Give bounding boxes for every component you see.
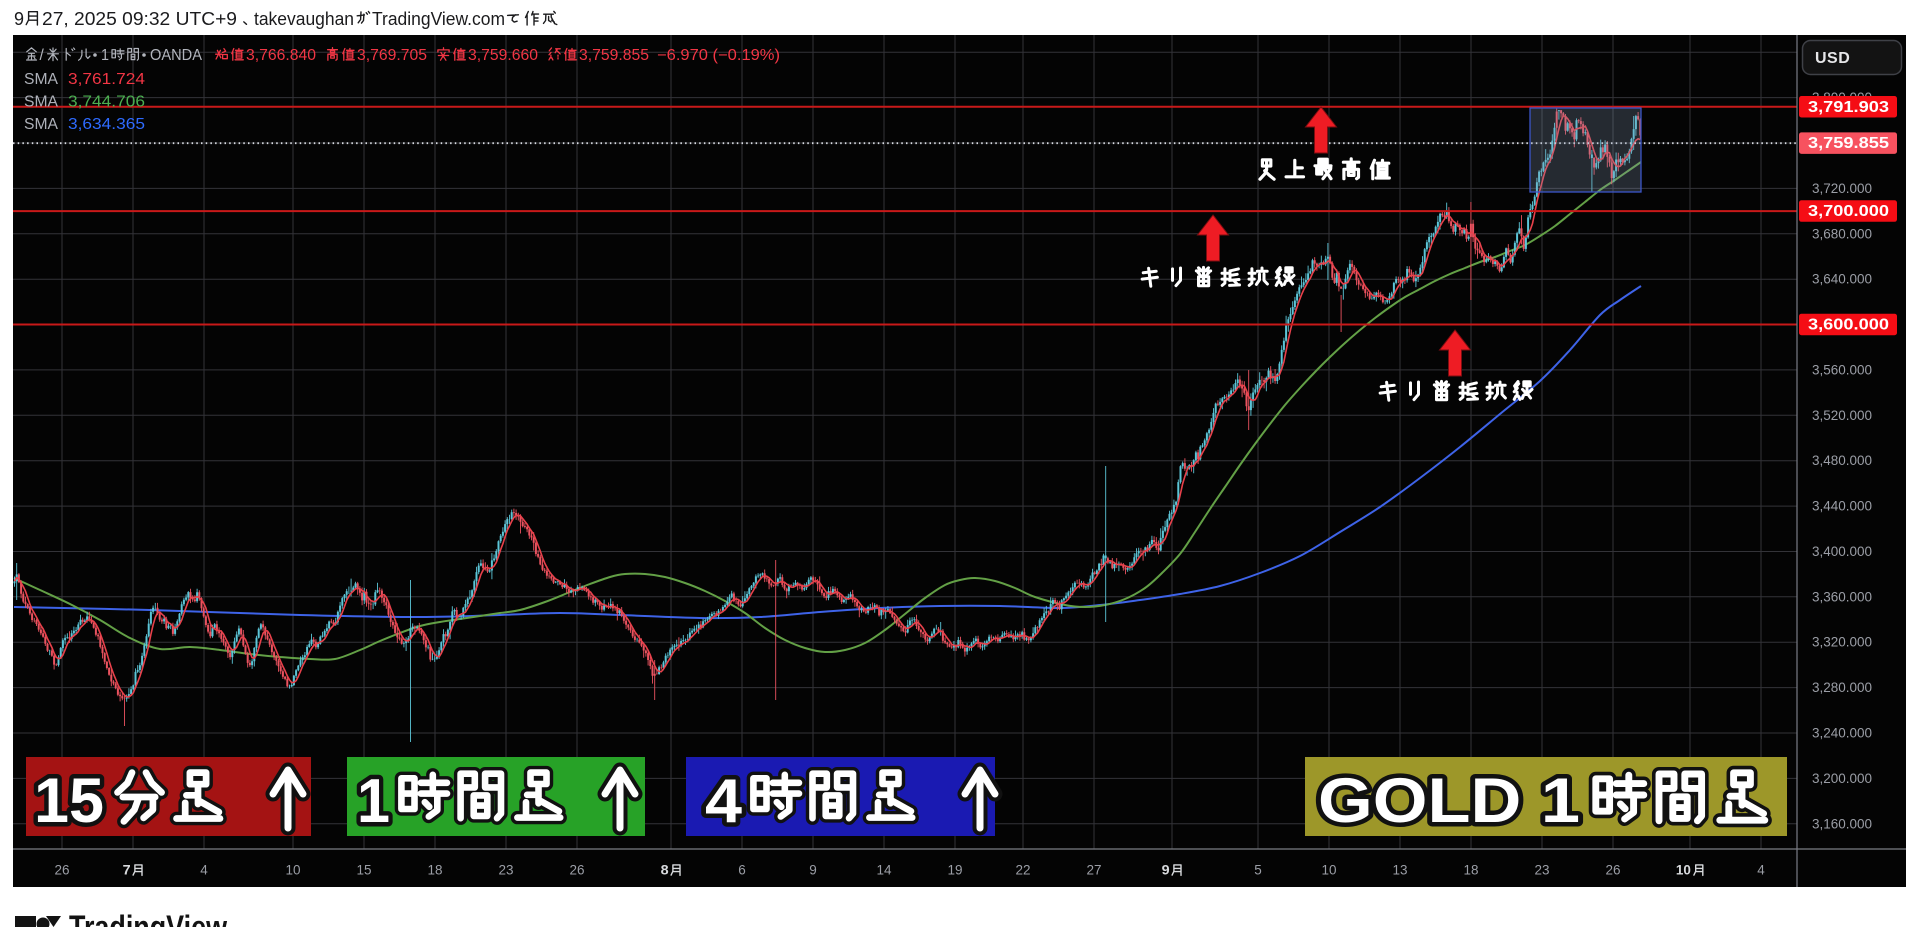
svg-text:3,700.000: 3,700.000	[1808, 203, 1889, 220]
svg-text:SMA: SMA	[24, 116, 59, 133]
svg-text:−6.970 (−0.19%): −6.970 (−0.19%)	[657, 47, 780, 64]
svg-text:4: 4	[1757, 863, 1765, 878]
svg-text:26: 26	[569, 863, 584, 878]
svg-text:15: 15	[34, 766, 104, 836]
svg-text:3,744.706: 3,744.706	[68, 94, 145, 111]
svg-text:26: 26	[54, 863, 69, 878]
svg-text:GOLD 1: GOLD 1	[1318, 766, 1580, 836]
svg-text:3,634.365: 3,634.365	[68, 116, 145, 133]
svg-text:takevaughan: takevaughan	[254, 9, 354, 29]
svg-text:OANDA: OANDA	[150, 47, 203, 64]
svg-text:14: 14	[876, 863, 892, 878]
svg-text:22: 22	[1015, 863, 1030, 878]
svg-text:6: 6	[738, 863, 746, 878]
svg-text:4: 4	[705, 767, 743, 836]
svg-text:3,480.000: 3,480.000	[1812, 453, 1872, 468]
svg-text:9: 9	[14, 9, 24, 29]
svg-text:1: 1	[357, 767, 390, 836]
svg-text:3,761.724: 3,761.724	[68, 71, 145, 88]
svg-text:/: /	[40, 47, 45, 64]
svg-text:3,769.705: 3,769.705	[357, 47, 427, 64]
svg-text:4: 4	[200, 863, 208, 878]
svg-text:USD: USD	[1815, 50, 1850, 67]
svg-text:3,759.855: 3,759.855	[579, 47, 649, 64]
svg-text:18: 18	[427, 863, 442, 878]
svg-text:1: 1	[357, 767, 390, 836]
svg-text:27: 27	[1086, 863, 1101, 878]
svg-text:GOLD 1: GOLD 1	[1318, 766, 1580, 836]
svg-text:7: 7	[123, 863, 131, 878]
svg-text:10: 10	[285, 863, 300, 878]
svg-text:19: 19	[947, 863, 962, 878]
svg-text:3,759.855: 3,759.855	[1808, 135, 1889, 152]
svg-text:23: 23	[1534, 863, 1549, 878]
svg-text:3,680.000: 3,680.000	[1812, 226, 1872, 241]
svg-text:3,640.000: 3,640.000	[1812, 272, 1872, 287]
svg-text:TradingView.com: TradingView.com	[372, 9, 505, 29]
svg-text:9: 9	[809, 863, 817, 878]
svg-text:4: 4	[705, 767, 743, 836]
svg-text:3,560.000: 3,560.000	[1812, 362, 1872, 377]
svg-text:3,791.903: 3,791.903	[1808, 99, 1889, 116]
svg-text:3,360.000: 3,360.000	[1812, 589, 1872, 604]
svg-text:3,320.000: 3,320.000	[1812, 635, 1872, 650]
svg-text:15: 15	[34, 766, 104, 836]
svg-text:26: 26	[1605, 863, 1620, 878]
svg-text:3,766.840: 3,766.840	[246, 47, 316, 64]
svg-text:3,759.660: 3,759.660	[468, 47, 538, 64]
svg-text:18: 18	[1463, 863, 1478, 878]
svg-text:10: 10	[1676, 863, 1691, 878]
svg-text:SMA: SMA	[24, 94, 59, 111]
svg-text:10: 10	[1321, 863, 1336, 878]
svg-text:3,600.000: 3,600.000	[1808, 317, 1889, 334]
svg-text:5: 5	[1254, 863, 1262, 878]
svg-text:8: 8	[661, 863, 670, 878]
svg-text:13: 13	[1392, 863, 1407, 878]
svg-text:9: 9	[1162, 863, 1170, 878]
svg-text:TradingView: TradingView	[69, 909, 227, 927]
svg-text:3,440.000: 3,440.000	[1812, 499, 1872, 514]
svg-text:1: 1	[101, 47, 109, 64]
svg-text:3,240.000: 3,240.000	[1812, 726, 1872, 741]
svg-text:3,720.000: 3,720.000	[1812, 181, 1872, 196]
svg-text:27, 2025 09:32 UTC+9: 27, 2025 09:32 UTC+9	[42, 9, 237, 29]
svg-text:3,520.000: 3,520.000	[1812, 408, 1872, 423]
svg-text:3,160.000: 3,160.000	[1812, 816, 1872, 831]
svg-text:SMA: SMA	[24, 71, 59, 88]
svg-text:3,400.000: 3,400.000	[1812, 544, 1872, 559]
svg-text:23: 23	[498, 863, 513, 878]
svg-text:15: 15	[356, 863, 371, 878]
svg-text:3,280.000: 3,280.000	[1812, 680, 1872, 695]
svg-text:3,200.000: 3,200.000	[1812, 771, 1872, 786]
